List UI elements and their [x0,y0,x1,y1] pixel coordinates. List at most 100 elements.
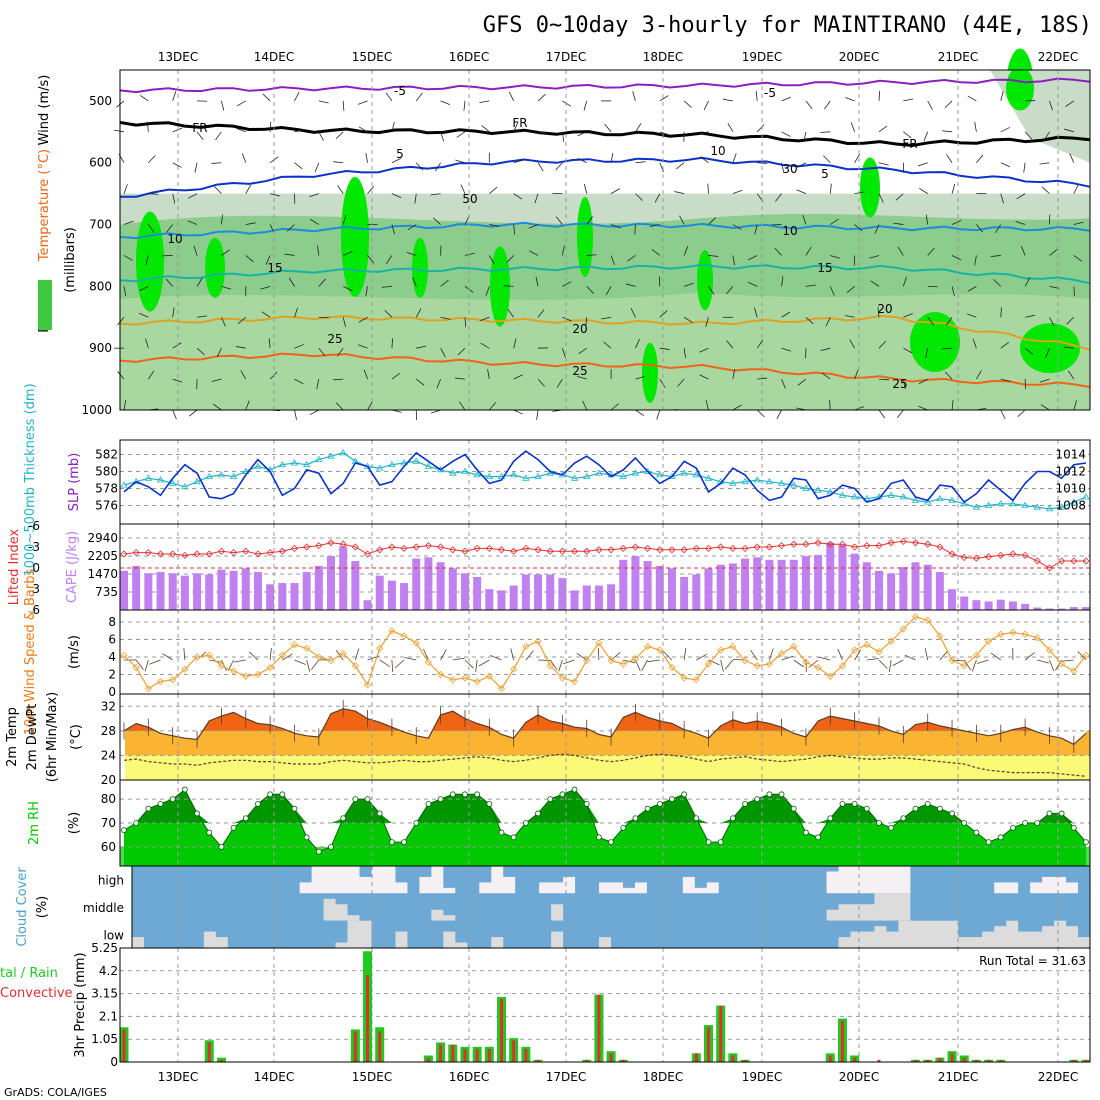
li-marker [1033,557,1041,565]
wind-barb [727,122,734,133]
cloud-cell-low [587,920,600,948]
cloud-cell-low [958,920,971,938]
wind-speed-marker [826,672,834,680]
rh-marker [790,805,797,812]
cloud-cell-low [299,920,313,948]
cloud-cell-low [383,920,396,948]
wind-barb [927,247,935,256]
cloud-cell-middle [694,893,708,921]
wind-barb [781,162,785,173]
cloud-cell-high [203,866,217,894]
cloud-cover-high [395,882,408,894]
cloud-cell-high [922,866,935,894]
wind-barb [381,285,392,288]
wind-barb [951,286,955,297]
li-marker [497,546,506,554]
cape-bar [582,585,591,610]
wind-barb-surface [904,654,916,661]
cloud-cover-middle [347,915,361,921]
cloud-cell-middle [1018,893,1031,921]
li-marker [936,543,944,551]
wind-speed-marker [303,644,311,652]
wind-barb [732,189,743,195]
wind-barb-surface [144,659,149,672]
precip-convective-bar [585,1059,589,1062]
cloud-cover-low [934,920,947,948]
wind-barb [878,340,887,349]
contour-label: 5 [821,167,829,181]
cloud-cell-low [563,920,576,948]
wind-barb [748,255,758,261]
wind-barb [529,250,539,256]
cape-bar [314,565,323,610]
cloud-cell-middle [551,893,564,905]
cloud-cell-high [407,866,420,894]
cape-bar [180,575,189,610]
cloud-cell-middle [491,893,504,921]
cloud-cell-middle [587,893,600,921]
cloud-cell-middle [227,893,241,921]
wind-barb [586,286,594,294]
cloud-cell-high [694,866,708,888]
wind-barb [310,218,320,225]
wind-barb [1039,162,1050,165]
cloud-cover-middle [323,898,337,921]
x-tick-label-bottom: 20DEC [839,1070,879,1084]
wind-barb [237,316,247,325]
cloud-cover-middle [874,893,887,921]
cloud-cell-high [179,866,193,894]
cape-bar [387,580,396,610]
wind-barb-surface [720,659,724,672]
cloud-cover-low [1006,920,1019,948]
wind-barb-surface [510,648,515,661]
wind-barb [537,162,544,172]
wind-barb [825,317,831,327]
wind-barb [561,348,566,358]
li-tick: 6 [32,603,40,617]
cloud-cell-low [371,920,384,948]
ylabel-2m-rh: 2m RH [27,801,42,845]
cloud-cell-middle [611,893,624,921]
cloud-cover-high [611,882,624,894]
x-tick-label-top: 21DEC [938,50,978,64]
thickness-marker [583,472,591,479]
wind-barb [464,317,467,328]
wind-speed-marker [887,637,895,645]
slp-tick: 1010 [1055,482,1086,496]
rh-marker [973,829,980,836]
cloud-cell-high [910,866,923,894]
wind-barb [797,378,807,386]
cloud-cover-high [1066,882,1079,894]
wind-barb [1039,378,1050,383]
cape-bar [631,556,640,610]
wind-barb [878,409,886,419]
isotherm-25 [119,352,1091,389]
wind-barb [561,245,565,256]
thickness-marker [217,471,226,478]
wind-tick: 6 [108,633,116,647]
cloud-cell-high [670,866,684,894]
cloud-cell-high [658,866,672,894]
wind-barb [656,409,661,420]
wind-barb-surface [394,659,405,669]
wind-barb [722,98,733,102]
cloud-cover-high [551,882,564,894]
wind-barb [294,378,304,385]
cape-bar [1008,601,1017,610]
wind-barb [1073,221,1084,225]
thickness-marker [1009,500,1017,507]
cloud-cell-high [479,866,492,883]
wind-barb [903,131,912,139]
cloud-cell-middle [203,893,217,921]
rh-band-mid-2 [120,292,1090,410]
wind-barb [976,154,984,163]
li-marker [704,544,713,552]
wind-barb [172,342,182,349]
cape-bar [777,559,786,610]
wind-barb [699,374,709,380]
li-marker [1070,557,1078,565]
cloud-cell-low [431,920,444,948]
wind-barb [1067,370,1075,380]
rh-marker [547,796,554,803]
cloud-cell-low [814,920,828,948]
